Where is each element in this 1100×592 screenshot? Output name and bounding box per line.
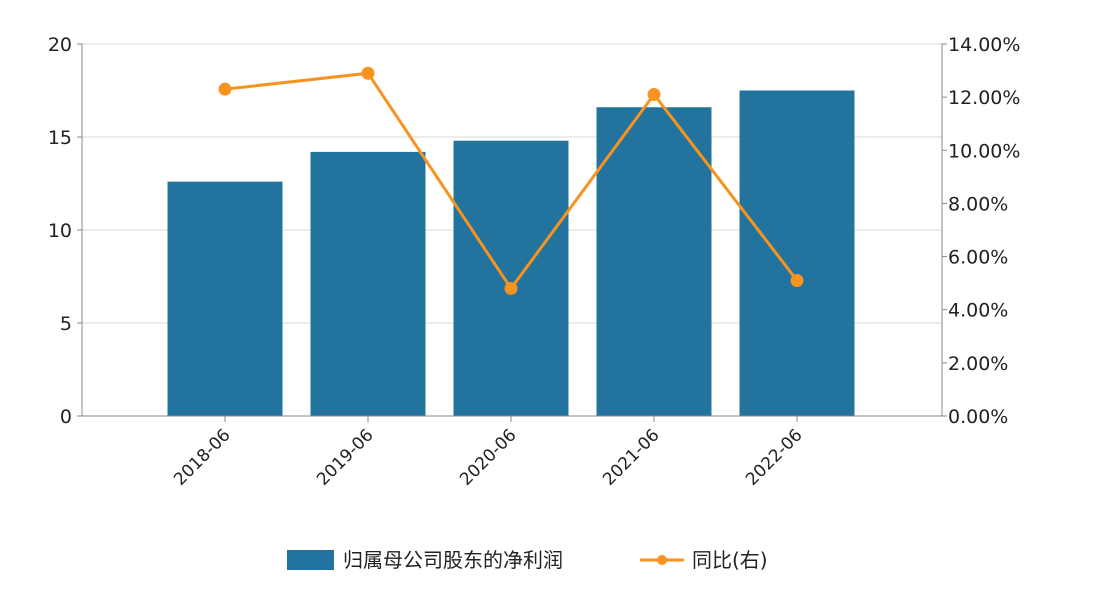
left-tick-label: 10: [48, 220, 72, 242]
line-point: [790, 273, 804, 287]
left-tick-label: 0: [60, 406, 72, 428]
line-point: [218, 82, 232, 96]
bar: [453, 140, 569, 416]
bar: [167, 181, 283, 416]
legend: 归属母公司股东的净利润 同比(右): [287, 548, 768, 572]
legend-line-label: 同比(右): [692, 548, 768, 572]
bar-series: [167, 90, 855, 417]
left-tick-label: 15: [48, 127, 72, 149]
bar: [310, 151, 426, 416]
right-tick-label: 12.00%: [948, 87, 1020, 109]
line-point: [504, 281, 518, 295]
bar: [739, 90, 855, 416]
line-point: [361, 66, 375, 80]
legend-bar-swatch: [287, 550, 334, 570]
right-tick-label: 14.00%: [948, 34, 1020, 56]
line-point: [647, 87, 661, 101]
x-axis-ticks: 2018-06 2019-06 2020-06 2021-06 2022-06: [170, 416, 807, 490]
left-axis-ticks: 0 5 10 15 20: [48, 34, 82, 428]
x-tick-label: 2019-06: [313, 425, 377, 489]
bar: [596, 107, 712, 417]
right-tick-label: 2.00%: [948, 353, 1008, 375]
legend-bar-label: 归属母公司股东的净利润: [343, 548, 563, 572]
line-series: [218, 66, 804, 295]
left-tick-label: 20: [48, 34, 72, 56]
right-tick-label: 6.00%: [948, 247, 1008, 269]
right-tick-label: 4.00%: [948, 300, 1008, 322]
right-tick-label: 8.00%: [948, 193, 1008, 215]
legend-line-dot: [657, 555, 667, 565]
x-tick-label: 2022-06: [742, 425, 806, 489]
right-axis-ticks: 0.00% 2.00% 4.00% 6.00% 8.00% 10.00% 12.00% 14.…: [942, 34, 1020, 428]
right-tick-label: 0.00%: [948, 406, 1008, 428]
left-tick-label: 5: [60, 313, 72, 335]
x-tick-label: 2021-06: [599, 425, 663, 489]
right-tick-label: 10.00%: [948, 140, 1020, 162]
x-tick-label: 2020-06: [456, 425, 520, 489]
x-tick-label: 2018-06: [170, 425, 234, 489]
